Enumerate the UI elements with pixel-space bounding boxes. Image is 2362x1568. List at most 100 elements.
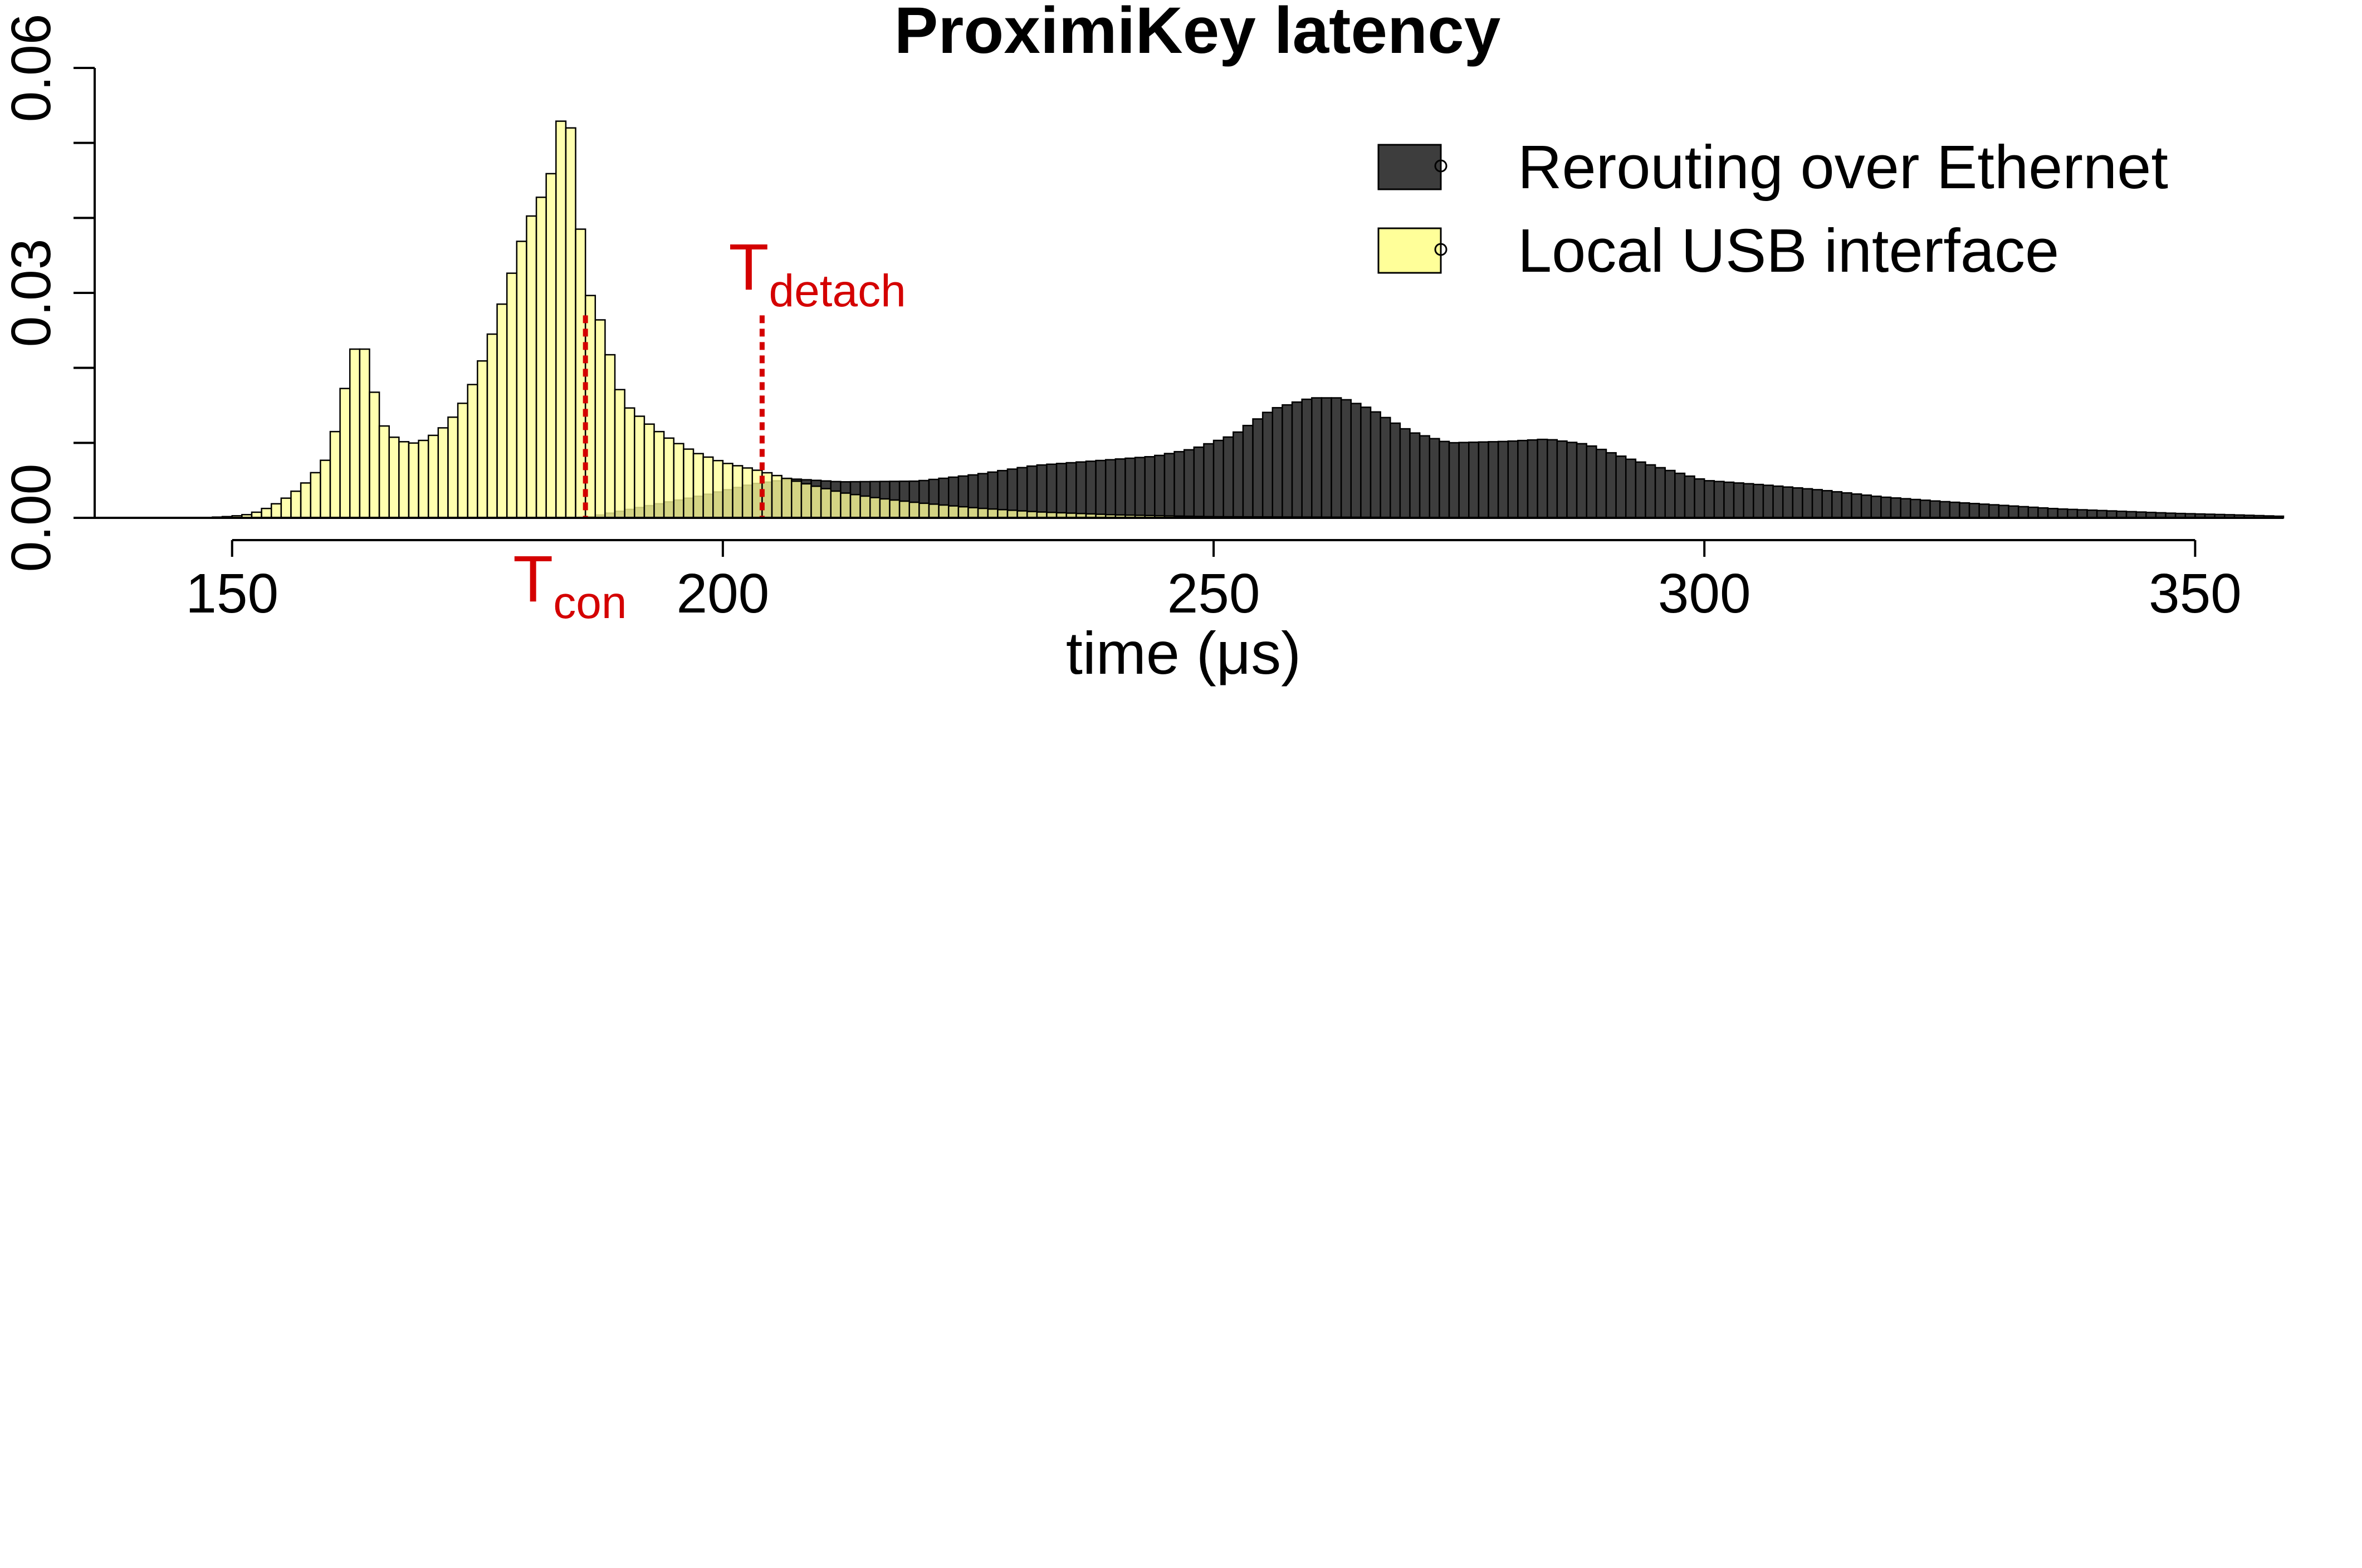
- histogram-bar: [555, 120, 567, 519]
- histogram-bar: [1910, 498, 1921, 519]
- histogram-bar: [1851, 493, 1862, 519]
- histogram-bar: [1860, 494, 1872, 519]
- histogram-bar: [1321, 397, 1332, 519]
- histogram-bar: [1222, 436, 1234, 519]
- x-tick-label: 150: [185, 562, 278, 625]
- histogram-bar: [1576, 443, 1587, 519]
- histogram-bar: [280, 497, 292, 519]
- histogram-bar: [1753, 483, 1764, 519]
- histogram-bar: [1762, 484, 1774, 519]
- histogram-bar: [1065, 462, 1077, 519]
- histogram-bar: [1134, 457, 1146, 519]
- histogram-bar: [1173, 450, 1185, 519]
- x-tick-label: 300: [1658, 562, 1751, 625]
- x-tick-label: 350: [2149, 562, 2242, 625]
- histogram-bar: [1713, 481, 1725, 519]
- histogram-bar: [1586, 445, 1597, 519]
- histogram-bar: [1939, 501, 1951, 519]
- histogram-bar: [1811, 489, 1823, 519]
- histogram-bar: [1458, 442, 1470, 519]
- histogram-bar: [1949, 501, 1960, 519]
- histogram-bar: [1929, 500, 1941, 519]
- histogram-bar: [1547, 439, 1558, 519]
- histogram-bar: [1802, 488, 1813, 519]
- x-tick-label: 250: [1167, 562, 1260, 625]
- histogram-bar: [1841, 492, 1852, 519]
- histogram-bar: [840, 492, 852, 519]
- series-1: [584, 397, 2285, 519]
- histogram-bar: [879, 498, 891, 519]
- histogram-bar: [594, 319, 606, 519]
- histogram-bar: [1055, 463, 1067, 519]
- histogram-bar: [2027, 506, 2039, 519]
- legend-point-marker: [1434, 159, 1447, 173]
- histogram-bar: [2017, 506, 2030, 519]
- histogram-bar: [1272, 406, 1283, 519]
- legend-item: Rerouting over Ethernet: [1377, 133, 2168, 202]
- annotation-label: Tcon: [513, 542, 627, 628]
- histogram-bar: [869, 497, 881, 519]
- histogram-bar: [1468, 441, 1480, 519]
- histogram-bar: [516, 241, 527, 519]
- histogram-bar: [261, 507, 272, 519]
- bars-layer: [202, 120, 2285, 519]
- histogram-bar: [908, 501, 920, 519]
- histogram-bar: [310, 472, 321, 519]
- histogram-bar: [427, 434, 439, 519]
- histogram-bar: [830, 490, 842, 519]
- histogram-bar: [1988, 504, 2000, 519]
- histogram-bar: [1743, 483, 1754, 519]
- histogram-bar: [849, 494, 861, 519]
- histogram-bar: [732, 465, 744, 519]
- histogram-bar: [957, 506, 969, 519]
- histogram-bar: [408, 442, 419, 519]
- histogram-bar: [1890, 497, 1901, 519]
- histogram-bar: [545, 173, 557, 519]
- histogram-bar: [1163, 453, 1175, 519]
- histogram-bar: [359, 348, 370, 519]
- histogram-bar: [1291, 401, 1303, 519]
- histogram-bar: [1340, 399, 1352, 519]
- histogram-bar: [1154, 454, 1166, 519]
- histogram-bar: [1507, 440, 1519, 519]
- histogram-bar: [702, 456, 714, 519]
- histogram-bar: [1448, 442, 1460, 519]
- histogram-bar: [947, 505, 960, 519]
- histogram-bar: [388, 436, 400, 519]
- histogram-bar: [2047, 508, 2058, 519]
- legend-label: Local USB interface: [1518, 217, 2059, 285]
- histogram-bar: [1390, 422, 1401, 519]
- histogram-bar: [1556, 440, 1568, 519]
- histogram-bar: [349, 348, 361, 519]
- histogram-bar: [624, 407, 635, 519]
- histogram-bar: [1203, 443, 1215, 519]
- histogram-bar: [565, 127, 576, 519]
- histogram-bar: [1566, 442, 1578, 519]
- histogram-bar: [477, 360, 488, 519]
- series-2: [202, 120, 1607, 519]
- histogram-bar: [1880, 496, 1892, 519]
- legend-swatch: [1377, 227, 1442, 274]
- histogram-bar: [457, 403, 468, 519]
- histogram-bar: [928, 503, 940, 519]
- histogram-bar: [1488, 441, 1499, 519]
- histogram-bar: [320, 459, 331, 519]
- histogram-bar: [496, 303, 508, 519]
- histogram-bar: [1233, 431, 1244, 519]
- histogram-bar: [771, 474, 783, 519]
- histogram-bar: [1419, 435, 1431, 519]
- histogram-bar: [722, 463, 733, 519]
- histogram-bar: [1497, 440, 1509, 519]
- histogram-bar: [889, 499, 901, 519]
- histogram-bar: [1605, 452, 1617, 519]
- histogram-bar: [535, 197, 547, 519]
- histogram-bar: [1527, 439, 1538, 519]
- histogram-bar: [1409, 432, 1421, 519]
- histogram-bar: [1537, 438, 1548, 519]
- y-tick-label: 0.06: [0, 14, 62, 122]
- histogram-bar: [967, 507, 979, 519]
- histogram-bar: [673, 443, 684, 519]
- histogram-bar: [1733, 482, 1744, 519]
